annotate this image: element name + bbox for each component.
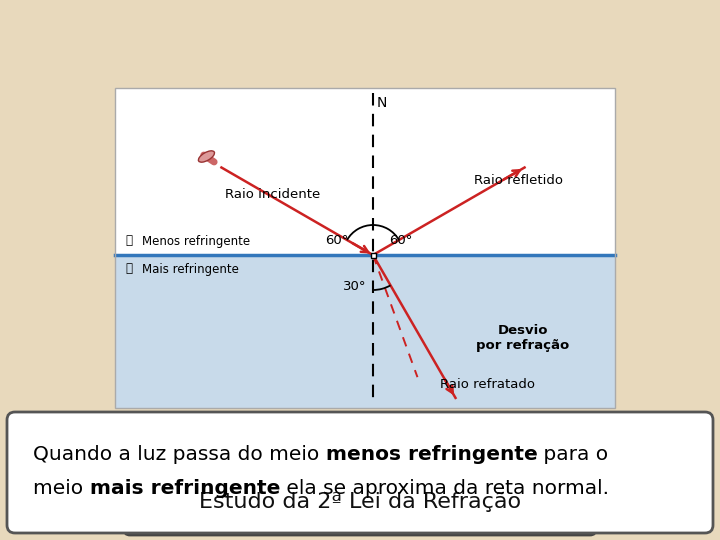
Text: ela se aproxima da reta normal.: ela se aproxima da reta normal. [280, 478, 609, 497]
Text: Desvio: Desvio [498, 323, 548, 336]
Text: N: N [377, 96, 387, 110]
Bar [371, 253, 376, 258]
Bar [115, 88, 615, 255]
Text: Raio refletido: Raio refletido [474, 173, 562, 186]
FancyBboxPatch shape [7, 412, 713, 533]
Bar [115, 255, 615, 408]
Bar [115, 88, 615, 408]
FancyBboxPatch shape [124, 477, 596, 535]
Text: menos refringente: menos refringente [325, 446, 537, 464]
Ellipse shape [199, 151, 215, 162]
Text: 60°: 60° [390, 234, 413, 247]
Text: Estudo da 2ª Lei da Refração: Estudo da 2ª Lei da Refração [199, 492, 521, 512]
Text: Quando a luz passa do meio: Quando a luz passa do meio [33, 446, 325, 464]
Text: meio: meio [33, 478, 89, 497]
FancyArrowPatch shape [204, 155, 214, 162]
Text: 60°: 60° [325, 234, 348, 247]
Text: mais refringente: mais refringente [89, 478, 280, 497]
Text: para o: para o [537, 446, 608, 464]
Text: por refração: por refração [477, 339, 570, 352]
Text: Raio incidente: Raio incidente [225, 188, 320, 201]
Text: Mais refringente: Mais refringente [142, 262, 239, 275]
Text: Menos refringente: Menos refringente [142, 234, 250, 247]
Text: Ⓐ: Ⓐ [125, 234, 132, 247]
Text: 30°: 30° [343, 280, 366, 294]
Text: Ⓑ: Ⓑ [125, 262, 132, 275]
Text: Raio refratado: Raio refratado [441, 379, 536, 392]
